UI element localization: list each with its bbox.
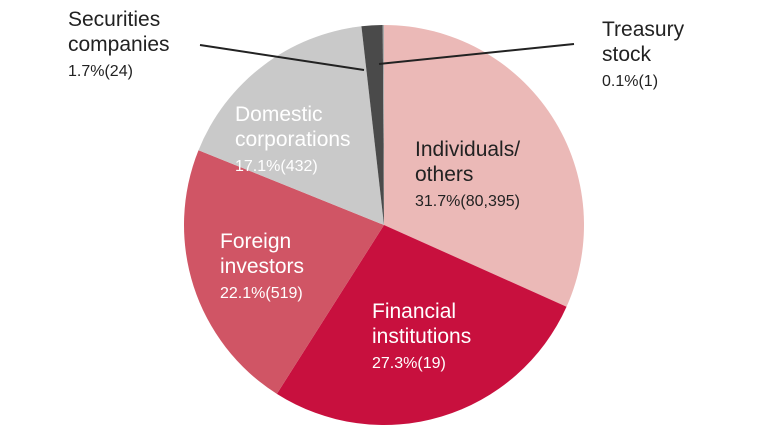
pie-slice (184, 150, 384, 394)
value-label: 31.7%(80,395) (415, 193, 520, 210)
value-label: 27.3%(19) (372, 355, 446, 372)
label-line: Domestic (235, 103, 323, 126)
slice-label: Treasury stock (602, 18, 685, 66)
leader-line (199, 44, 365, 71)
slice-label: Domestic corporations (235, 103, 351, 151)
pie-slice (276, 225, 567, 425)
slice-label: Financial institutions (372, 300, 471, 348)
slice-label: Foreign investors (220, 230, 304, 278)
slice-label: Individuals/others (415, 138, 520, 186)
pie (184, 25, 584, 425)
label-line: Treasury (602, 18, 685, 41)
value-label: 22.1%(519) (220, 285, 303, 302)
pie-slice (198, 26, 384, 225)
label-line: companies (68, 33, 170, 56)
pie-slice (384, 25, 584, 307)
pie-slice (382, 25, 384, 225)
label-line: investors (220, 255, 304, 278)
label-line: corporations (235, 128, 351, 151)
leader-line (378, 43, 575, 65)
value-label: 17.1%(432) (235, 158, 318, 175)
labels: Individuals/others 31.7%(80,395) Financial… (68, 8, 685, 373)
label-line: Securities (68, 8, 160, 31)
value-label: 0.1%(1) (602, 73, 658, 90)
label-line: Financial (372, 300, 456, 323)
label-line: institutions (372, 325, 471, 348)
label-line: stock (602, 43, 652, 66)
label-line: Foreign (220, 230, 291, 253)
pie-slice (361, 25, 384, 225)
slice-label: Securities companies (68, 8, 170, 56)
label-line: Individuals/ (415, 138, 520, 161)
value-label: 1.7%(24) (68, 63, 133, 80)
label-line: others (415, 163, 473, 186)
